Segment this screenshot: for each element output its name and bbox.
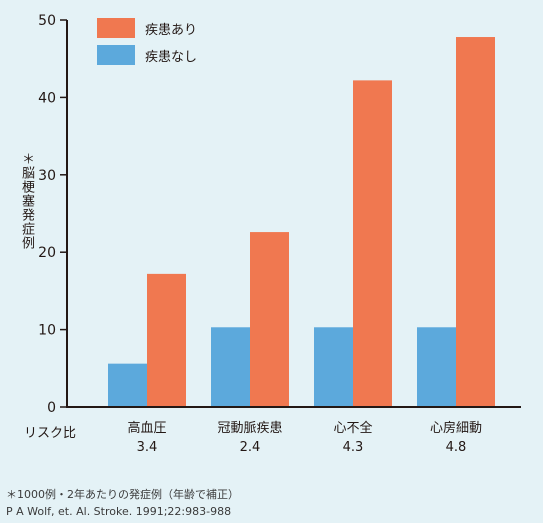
bar-without-disease [314, 327, 353, 407]
y-axis-label: ＊脳梗塞発症例 [19, 152, 34, 250]
y-tick-label: 50 [38, 13, 56, 29]
legend-item-without-disease: 疾患なし [97, 45, 197, 65]
legend-label-with-disease: 疾患あり [145, 22, 198, 38]
footnote-note: ＊1000例・2年あたりの発症例（年齢で補正） [6, 488, 239, 501]
risk-ratio-value: 2.4 [240, 440, 261, 455]
y-tick-label: 40 [38, 90, 56, 106]
x-axis-labels: リスク比 高血圧 3.4 冠動脈疾患 2.4 心不全 4.3 心房細動 4.8 [24, 420, 482, 455]
risk-ratio-value: 4.8 [446, 440, 467, 455]
x-category-label: 高血圧 [127, 420, 166, 436]
y-tick-label: 20 [38, 245, 56, 261]
x-category-label: 冠動脈疾患 [217, 421, 282, 436]
bar-with-disease [250, 232, 289, 407]
x-category-label: 心房細動 [430, 420, 482, 436]
bar-with-disease [353, 80, 392, 407]
x-category-label: 心不全 [333, 420, 372, 436]
y-tick-label: 30 [38, 168, 56, 184]
legend-swatch-with-disease [97, 18, 135, 38]
risk-ratio-value: 4.3 [343, 440, 364, 455]
y-axis-ticks: 0 10 20 30 40 50 [38, 13, 67, 416]
footnote: ＊1000例・2年あたりの発症例（年齢で補正） P A Wolf, et. Al… [6, 486, 239, 520]
legend-item-with-disease: 疾患あり [97, 18, 197, 38]
y-tick-label: 0 [47, 400, 56, 416]
y-tick-label: 10 [38, 323, 56, 339]
risk-ratio-value: 3.4 [137, 440, 158, 455]
risk-ratio-row-label: リスク比 [24, 426, 76, 441]
bar-without-disease [417, 327, 456, 407]
bars-group [108, 37, 495, 407]
bar-with-disease [456, 37, 495, 407]
bar-without-disease [211, 327, 250, 407]
footnote-citation: P A Wolf, et. Al. Stroke. 1991;22:983-98… [6, 505, 232, 518]
legend: 疾患あり 疾患なし [97, 18, 197, 72]
bar-with-disease [147, 273, 186, 407]
bar-without-disease [108, 363, 147, 407]
legend-label-without-disease: 疾患なし [145, 49, 198, 65]
legend-swatch-without-disease [97, 45, 135, 65]
